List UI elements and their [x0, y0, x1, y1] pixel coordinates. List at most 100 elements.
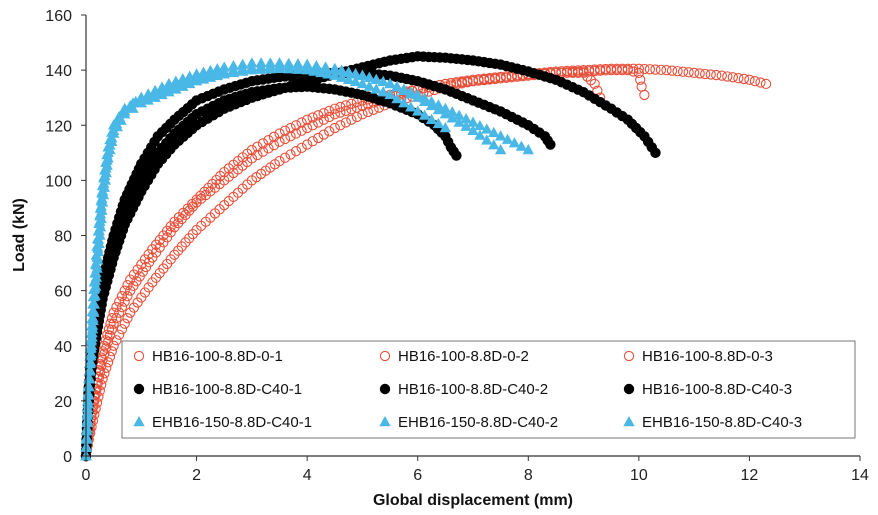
data-point: [346, 98, 357, 109]
data-point: [425, 113, 438, 124]
data-point: [357, 109, 368, 120]
data-point: [263, 134, 274, 146]
data-point: [639, 63, 650, 75]
data-point: [722, 71, 733, 82]
x-tick-label: 4: [303, 467, 312, 484]
data-point: [628, 66, 639, 77]
legend-item: HB16-100-8.8D-C40-2: [379, 381, 548, 398]
data-point: [446, 112, 458, 123]
data-point: [215, 170, 226, 182]
data-point: [105, 318, 116, 329]
data-point: [474, 129, 486, 140]
legend-marker: [623, 350, 635, 362]
data-point: [101, 342, 112, 353]
data-point: [617, 63, 628, 74]
data-point: [93, 237, 105, 248]
y-tick-label: 160: [45, 8, 72, 25]
data-point: [340, 105, 351, 117]
legend-label: HB16-100-8.8D-0-2: [398, 348, 529, 365]
data-point: [246, 64, 258, 75]
data-point: [495, 71, 506, 83]
y-tick-label: 60: [54, 284, 72, 301]
data-point: [467, 116, 479, 127]
data-point: [87, 314, 99, 326]
data-point: [489, 72, 501, 83]
legend-marker: [133, 416, 145, 427]
data-point: [368, 104, 379, 115]
data-point: [315, 66, 327, 78]
data-point: [356, 77, 369, 89]
data-point: [203, 182, 214, 194]
data-point: [694, 68, 705, 79]
data-point: [82, 407, 94, 418]
y-tick-label: 40: [54, 339, 72, 356]
data-point: [398, 84, 410, 95]
data-point: [111, 335, 122, 346]
data-marks: [80, 51, 772, 462]
legend-label: EHB16-150-8.8D-C40-3: [642, 414, 802, 431]
data-point: [473, 74, 484, 85]
data-point: [494, 144, 507, 155]
data-point: [515, 140, 528, 151]
data-point: [264, 63, 276, 74]
data-point: [578, 64, 589, 76]
legend-item: EHB16-150-8.8D-C40-2: [379, 414, 558, 431]
data-point: [391, 81, 403, 92]
data-point: [104, 351, 116, 362]
data-point: [96, 204, 108, 215]
y-tick-label: 100: [45, 173, 72, 190]
y-tick-label: 140: [45, 63, 72, 80]
data-point: [329, 109, 340, 120]
data-point: [589, 64, 600, 75]
legend-item: EHB16-150-8.8D-C40-1: [133, 414, 312, 431]
data-point: [439, 102, 452, 113]
data-point: [246, 144, 258, 156]
data-point: [116, 302, 128, 313]
data-point: [405, 101, 417, 112]
data-point: [329, 122, 340, 134]
data-point: [264, 57, 276, 68]
y-tick-label: 20: [54, 394, 72, 411]
data-point: [156, 81, 168, 92]
data-point: [446, 106, 458, 117]
data-point: [324, 126, 335, 137]
legend-label: HB16-100-8.8D-C40-2: [398, 381, 548, 398]
data-point: [488, 126, 500, 138]
data-point: [606, 63, 617, 74]
data-point: [349, 75, 362, 87]
data-point: [195, 190, 206, 201]
data-point: [738, 73, 750, 85]
legend-item: HB16-100-8.8D-C40-1: [133, 381, 302, 398]
data-point: [119, 108, 131, 119]
data-point: [688, 67, 700, 79]
x-tick-label: 6: [413, 467, 422, 484]
data-point: [384, 88, 396, 100]
data-point: [255, 57, 267, 68]
data-point: [296, 142, 307, 154]
data-point: [439, 108, 452, 119]
data-point: [484, 72, 495, 84]
data-point: [313, 110, 324, 121]
data-point: [494, 130, 507, 141]
data-point: [705, 69, 716, 80]
data-point: [301, 64, 313, 75]
data-point: [252, 141, 263, 152]
y-axis-title: Load (kN): [11, 198, 28, 272]
legend-item: EHB16-150-8.8D-C40-3: [623, 414, 802, 431]
data-point: [122, 279, 133, 291]
data-point: [84, 364, 96, 375]
data-point: [650, 64, 661, 75]
data-point: [92, 246, 105, 257]
data-point: [279, 125, 291, 136]
data-point: [370, 83, 382, 94]
data-point: [94, 221, 107, 232]
data-point: [329, 62, 341, 73]
data-point: [644, 64, 656, 75]
data-point: [453, 116, 465, 127]
data-point: [308, 65, 320, 76]
data-point: [91, 262, 103, 273]
data-point: [578, 67, 589, 79]
data-point: [94, 229, 106, 240]
